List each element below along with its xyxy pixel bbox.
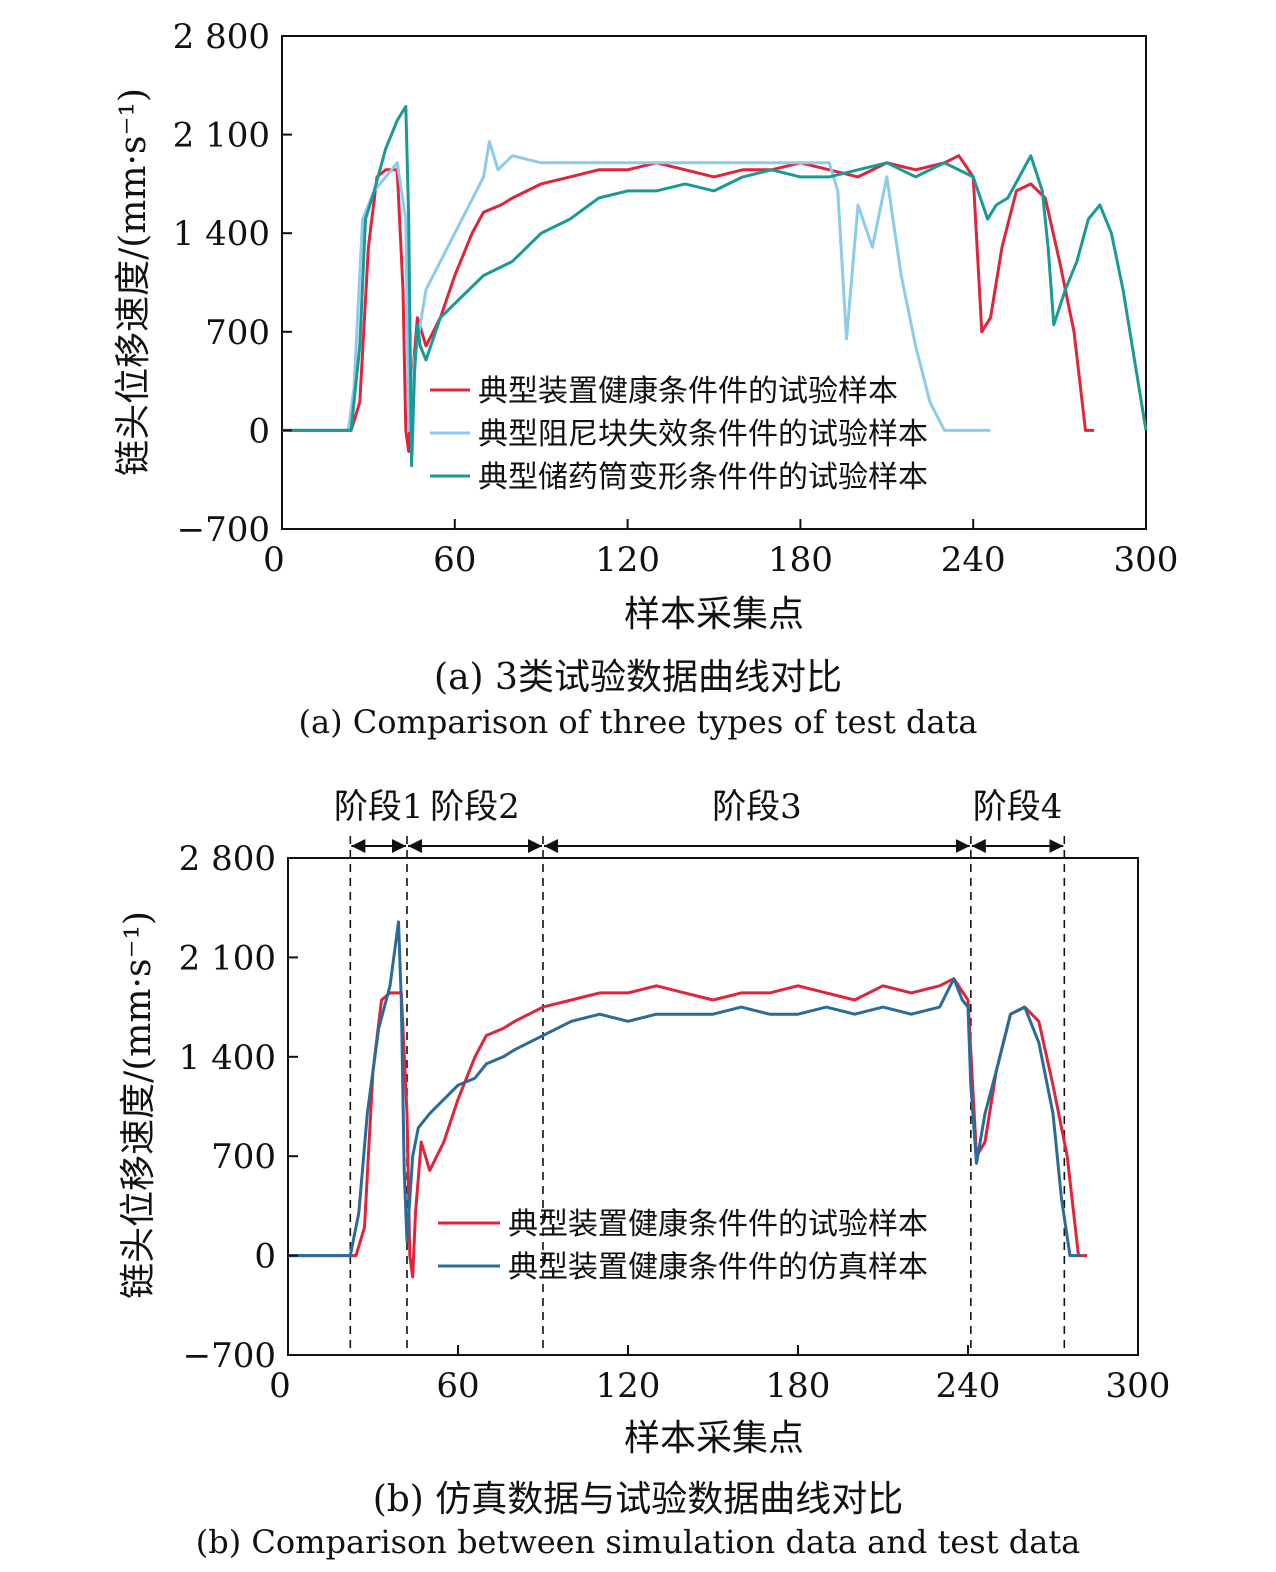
y-tick-label: 2 800: [179, 839, 276, 879]
panel-a-x-ticks: 0 60 120 180 240 300: [263, 519, 1178, 580]
panel-a-legend: 典型装置健康条件件的试验样本典型阻尼块失效条件件的试验样本典型储药筒变形条件件的…: [430, 374, 928, 495]
panel-b-plot-frame: [287, 857, 1139, 1356]
panel-a-caption-zh: (a) 3类试验数据曲线对比: [434, 657, 842, 698]
x-tick-label: 240: [936, 1366, 1001, 1406]
series-line-1: [288, 977, 1087, 1279]
panel-a-caption-en: (a) Comparison of three types of test da…: [298, 703, 978, 741]
y-tick-label: 2 800: [173, 17, 270, 57]
y-tick-label: 700: [205, 313, 270, 353]
legend-label-3: 典型储药筒变形条件件的试验样本: [478, 460, 928, 495]
stage-label-4: 阶段4: [973, 787, 1063, 827]
x-tick-label: 120: [596, 1366, 661, 1406]
x-tick-label: 60: [436, 1366, 479, 1406]
legend-label-2: 典型阻尼块失效条件件的试验样本: [478, 417, 928, 452]
y-tick-label: 0: [254, 1237, 276, 1277]
stage-label-2: 阶段2: [430, 787, 520, 827]
y-tick-label: 1 400: [179, 1038, 276, 1078]
panel-b-x-axis-label: 样本采集点: [624, 1418, 804, 1459]
panel-b-y-axis-label: 链头位移速度/(mm·s⁻¹): [118, 911, 159, 1299]
panel-a-y-ticks: −700 0 700 1 400 2 100 2 800: [173, 17, 292, 550]
panel-b-caption-en: (b) Comparison between simulation data a…: [195, 1523, 1081, 1561]
y-tick-label: −700: [183, 1336, 276, 1376]
x-tick-label: 300: [1114, 540, 1179, 580]
x-tick-label: 180: [768, 540, 833, 580]
panel-a-plot-frame: [281, 35, 1147, 530]
legend-label-2: 典型装置健康条件件的仿真样本: [508, 1250, 928, 1285]
y-tick-label: −700: [177, 510, 270, 550]
panel-a-x-axis-label: 样本采集点: [624, 594, 804, 635]
stage-label-3: 阶段3: [712, 787, 802, 827]
panel-a-y-axis-label: 链头位移速度/(mm·s⁻¹): [113, 88, 154, 476]
y-tick-label: 2 100: [173, 116, 270, 156]
x-tick-label: 180: [766, 1366, 831, 1406]
legend-label-1: 典型装置健康条件件的试验样本: [508, 1207, 928, 1242]
panel-b-x-ticks: 0 60 120 180 240 300: [269, 1345, 1170, 1406]
y-tick-label: 1 400: [173, 214, 270, 254]
series-line-1: [282, 154, 1095, 453]
stage-label-1: 阶段1: [334, 787, 424, 827]
x-tick-label: 0: [269, 1366, 291, 1406]
x-tick-label: 120: [595, 540, 660, 580]
x-tick-label: 300: [1106, 1366, 1171, 1406]
panel-a-series-lines: [282, 104, 1148, 468]
x-tick-label: 60: [433, 540, 476, 580]
panel-b-y-ticks: −700 0 700 1 400 2 100 2 800: [179, 839, 298, 1376]
x-tick-label: 0: [263, 540, 285, 580]
panel-b-caption-zh: (b) 仿真数据与试验数据曲线对比: [372, 1479, 904, 1520]
series-line-2: [288, 920, 1082, 1258]
series-line-3: [282, 104, 1148, 468]
y-tick-label: 0: [248, 411, 270, 451]
y-tick-label: 2 100: [179, 938, 276, 978]
series-line-2: [282, 140, 991, 432]
panel-b-series-lines: [288, 920, 1087, 1279]
x-tick-label: 240: [941, 540, 1006, 580]
y-tick-label: 700: [211, 1137, 276, 1177]
legend-label-1: 典型装置健康条件件的试验样本: [478, 374, 898, 409]
